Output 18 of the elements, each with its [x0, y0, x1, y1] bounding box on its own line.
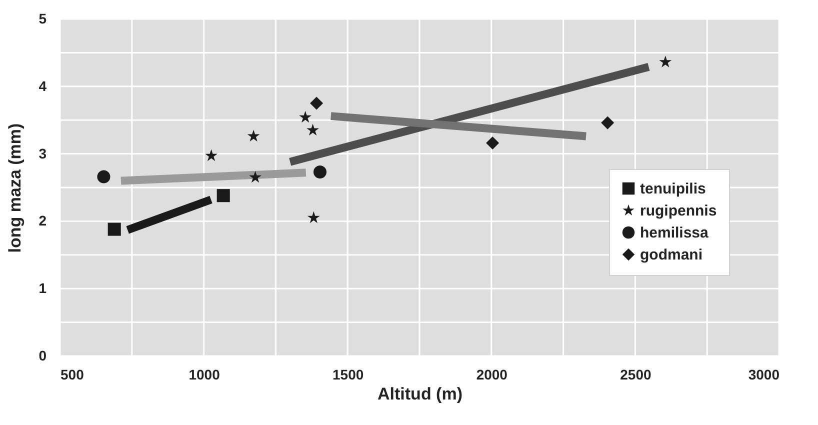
- legend-label: tenuipilis: [640, 180, 706, 198]
- legend-label: godmani: [640, 246, 702, 264]
- y-tick-label: 0: [38, 348, 47, 364]
- x-tick-label: 3000: [748, 366, 780, 382]
- y-tick-label: 4: [38, 78, 47, 94]
- x-tick-label: 2000: [476, 366, 508, 382]
- x-tick-label: 1000: [188, 366, 220, 382]
- y-tick-label: 5: [38, 10, 47, 26]
- x-axis-title: Altitud (m): [378, 384, 462, 404]
- x-tick-label: 500: [60, 366, 84, 382]
- y-axis-title: long maza (mm): [6, 123, 25, 253]
- x-tick-label: 1500: [332, 366, 364, 382]
- legend-label: hemilissa: [640, 224, 710, 242]
- y-tick-label: 2: [38, 212, 47, 229]
- x-tick-label: 2500: [620, 366, 652, 382]
- y-tick-label: 3: [38, 145, 47, 162]
- y-tick-label: 1: [38, 280, 47, 296]
- legend-label: rugipennis: [640, 202, 717, 220]
